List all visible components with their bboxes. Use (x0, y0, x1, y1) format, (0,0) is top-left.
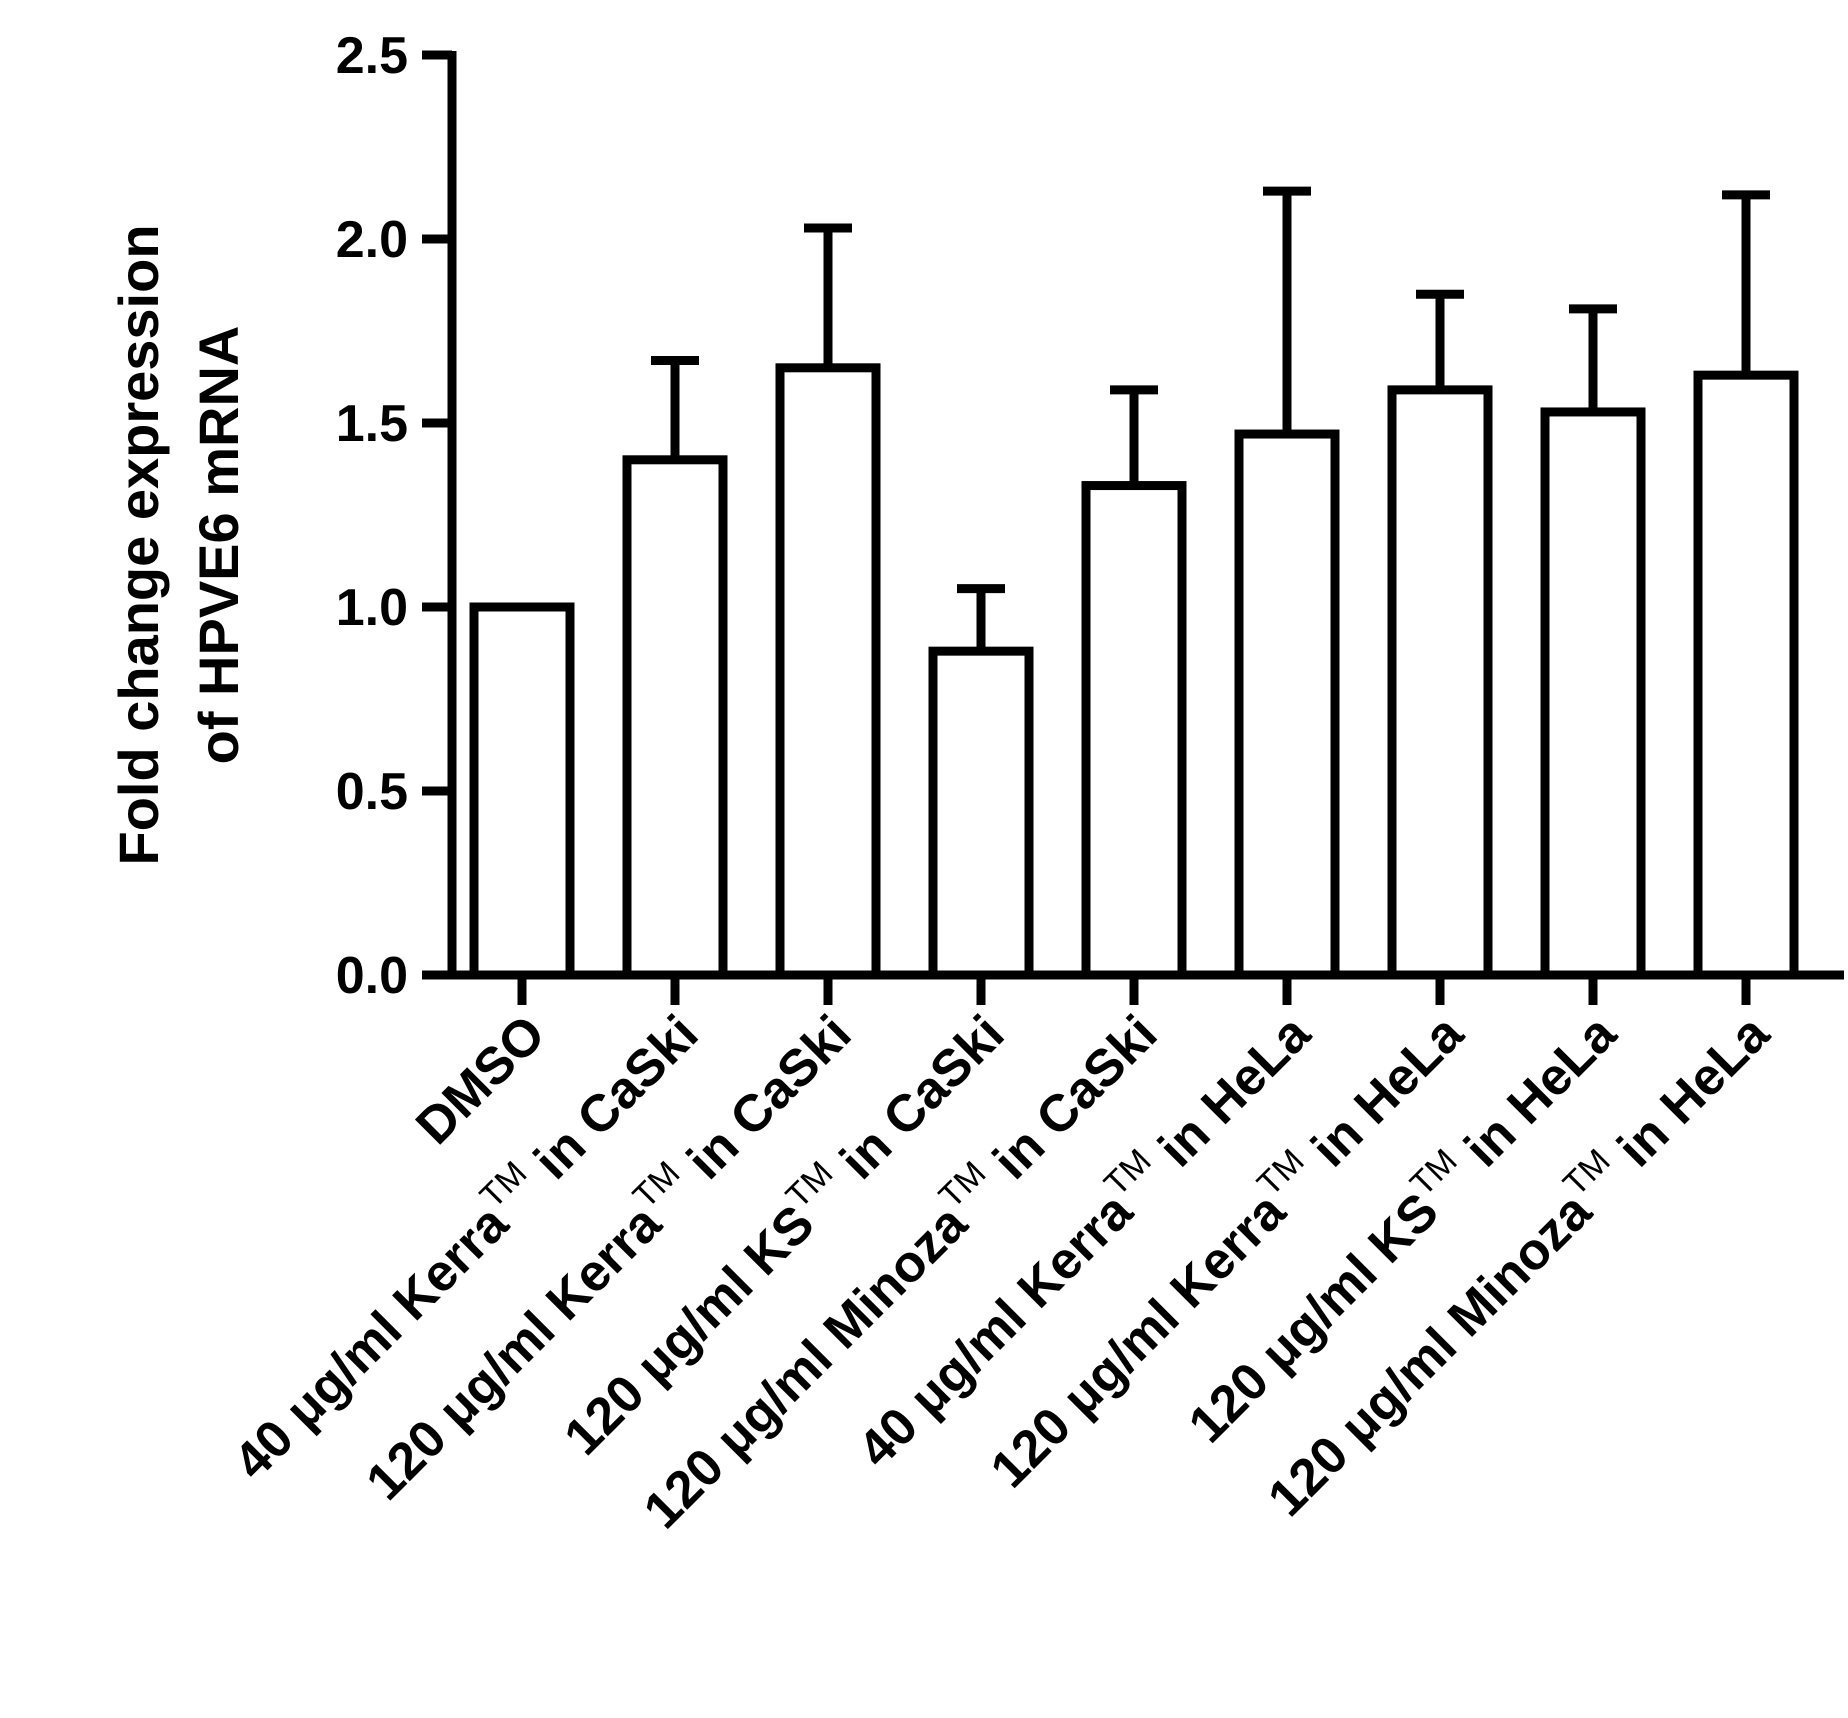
bar-8 (1540, 407, 1646, 980)
y-tick-label: 0.5 (336, 763, 408, 821)
bars-layer (469, 186, 1799, 980)
y-tick-label: 0.0 (336, 947, 408, 1005)
bar-2 (622, 455, 728, 980)
y-tick-label: 1.5 (336, 395, 408, 453)
bar-9 (1693, 370, 1799, 980)
bar-6 (1234, 429, 1340, 980)
y-axis-title-line-1: Fold change expression (107, 224, 170, 865)
axes-layer (422, 50, 1844, 1005)
y-axis-title-line-2: of HPVE6 mRNA (187, 326, 250, 765)
y-tick-label: 2.5 (336, 27, 408, 85)
bar-4 (928, 646, 1034, 980)
x-tick-label-1: DMSO (405, 1004, 556, 1155)
bar-3 (775, 363, 881, 980)
bar-5 (1081, 481, 1187, 980)
bar-7 (1387, 385, 1493, 980)
bar-1 (469, 602, 575, 980)
y-tick-label: 1.0 (336, 579, 408, 637)
y-tick-label: 2.0 (336, 211, 408, 269)
